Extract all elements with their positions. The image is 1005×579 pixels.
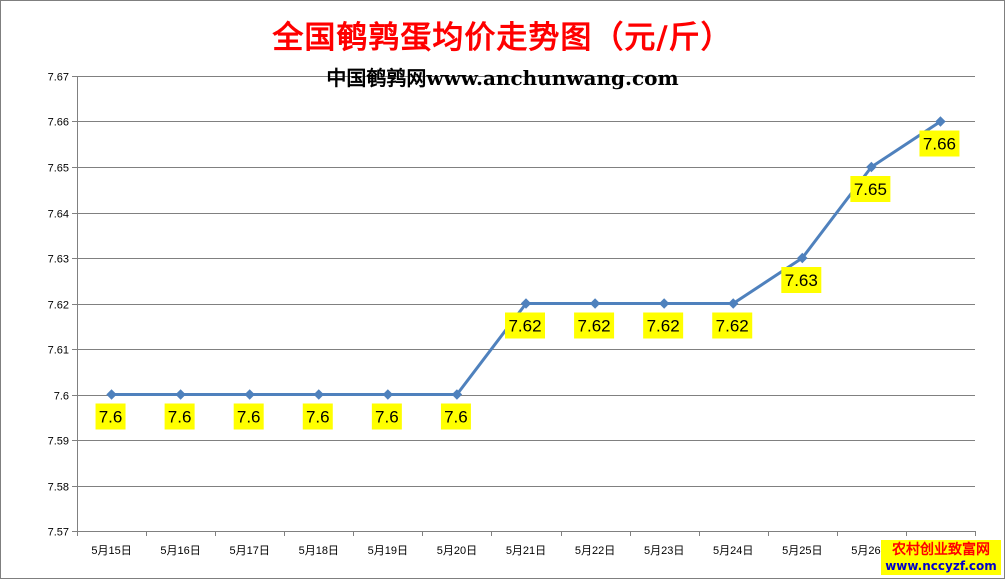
data-label: 7.6 xyxy=(371,403,402,430)
data-label-text: 7.66 xyxy=(923,135,956,154)
data-label: 7.6 xyxy=(302,403,333,430)
data-label-box xyxy=(164,403,195,430)
y-tick-label: 7.64 xyxy=(48,209,69,221)
y-tick-label: 7.63 xyxy=(48,254,69,266)
axes xyxy=(77,76,975,532)
data-point-marker xyxy=(451,389,463,400)
data-label-box xyxy=(302,403,333,430)
data-points xyxy=(106,116,946,400)
y-tick-label: 7.66 xyxy=(48,117,69,129)
data-point-marker xyxy=(520,298,532,309)
chart-title: 全国鹌鹑蛋均价走势图（元/斤） xyxy=(272,20,733,56)
data-point-marker xyxy=(728,298,739,309)
x-tick-label: 5月18日 xyxy=(299,545,339,557)
y-tick-label: 7.61 xyxy=(48,345,69,357)
y-tick-label: 7.57 xyxy=(48,527,69,539)
x-tick-label: 5月20日 xyxy=(437,545,477,557)
data-label: 7.62 xyxy=(505,312,545,339)
y-tick-label: 7.65 xyxy=(48,163,69,175)
chart-subtitle-text: 中国鹌鹑网www.anchunwang.com xyxy=(326,66,679,90)
data-label-text: 7.63 xyxy=(785,271,818,290)
data-label-text: 7.62 xyxy=(716,317,749,336)
data-point-marker xyxy=(106,389,117,400)
x-tick-label: 5月21日 xyxy=(506,545,546,557)
x-tick-label: 5月15日 xyxy=(91,545,131,557)
data-label: 7.6 xyxy=(440,403,471,430)
data-point-marker xyxy=(382,389,394,400)
data-label: 7.62 xyxy=(643,312,684,339)
watermark-badge: 农村创业致富网 www.nccyzf.com xyxy=(881,540,1001,575)
data-point-marker xyxy=(658,298,670,309)
y-axis-ticks: 7.57 7.58 7.59 7.6 7.61 7.62 7.63 7.64 7.65 7.66 7… xyxy=(48,72,77,539)
data-point-marker xyxy=(175,389,186,400)
data-label-text: 7.62 xyxy=(508,317,541,336)
data-label-text: 7.6 xyxy=(444,408,468,427)
data-point-marker xyxy=(797,252,808,264)
data-label: 7.66 xyxy=(919,130,960,157)
data-point-marker xyxy=(935,116,946,127)
chart-subtitle: 中国鹌鹑网www.anchunwang.com xyxy=(0,62,1005,91)
data-label-box xyxy=(371,403,402,430)
watermark-line1: 农村创业致富网 xyxy=(892,542,990,558)
y-tick-label: 7.6 xyxy=(54,391,69,403)
y-tick-label: 7.62 xyxy=(48,300,69,312)
data-label-text: 7.65 xyxy=(854,180,887,199)
x-tick-label: 5月23日 xyxy=(644,545,684,557)
data-label-text: 7.6 xyxy=(375,408,399,427)
data-label-box xyxy=(919,130,960,157)
data-label-text: 7.62 xyxy=(647,317,680,336)
data-point-marker xyxy=(866,161,877,173)
data-label-box xyxy=(643,312,684,339)
x-tick-label: 5月17日 xyxy=(230,545,270,557)
data-label-box xyxy=(440,403,471,430)
data-label-text: 7.6 xyxy=(306,408,330,427)
data-point-marker xyxy=(244,389,255,400)
data-point-marker xyxy=(589,298,601,309)
data-label: 7.63 xyxy=(781,267,822,293)
x-tick-label: 5月16日 xyxy=(160,545,200,557)
data-label: 7.62 xyxy=(574,312,615,339)
data-label-box xyxy=(505,312,545,339)
data-label: 7.65 xyxy=(850,176,891,202)
x-tick-label: 5月24日 xyxy=(713,545,753,557)
y-tick-label: 7.58 xyxy=(48,482,69,494)
x-tick-label: 5月19日 xyxy=(368,545,408,557)
data-label-box xyxy=(781,267,822,293)
data-label-box xyxy=(850,176,891,202)
data-label: 7.6 xyxy=(164,403,195,430)
data-label: 7.62 xyxy=(712,312,753,339)
data-label-text: 7.6 xyxy=(168,408,192,427)
x-tick-label: 5月22日 xyxy=(575,545,615,557)
x-axis-ticks: 5月15日 5月16日 5月17日 5月18日 5月19日 5月20日 5月21日 5月22日… xyxy=(77,531,976,557)
data-labels: 7.6 7.6 7.6 7.6 7.6 7.6 7.62 7.62 7.62 7.62 7.63 7.… xyxy=(95,130,960,430)
data-label-text: 7.62 xyxy=(578,317,611,336)
data-label-box xyxy=(233,403,264,430)
data-label-box xyxy=(574,312,615,339)
data-label-box xyxy=(95,403,126,430)
y-tick-label: 7.59 xyxy=(48,436,69,448)
data-point-marker xyxy=(313,389,324,400)
data-label: 7.6 xyxy=(233,403,264,430)
watermark-line2: www.nccyzf.com xyxy=(885,559,997,573)
data-label-box xyxy=(712,312,753,339)
data-label-text: 7.6 xyxy=(99,408,123,427)
x-tick-label: 5月25日 xyxy=(782,545,822,557)
data-label-text: 7.6 xyxy=(237,408,261,427)
data-label: 7.6 xyxy=(95,403,126,430)
y-tick-label: 7.67 xyxy=(48,72,69,84)
